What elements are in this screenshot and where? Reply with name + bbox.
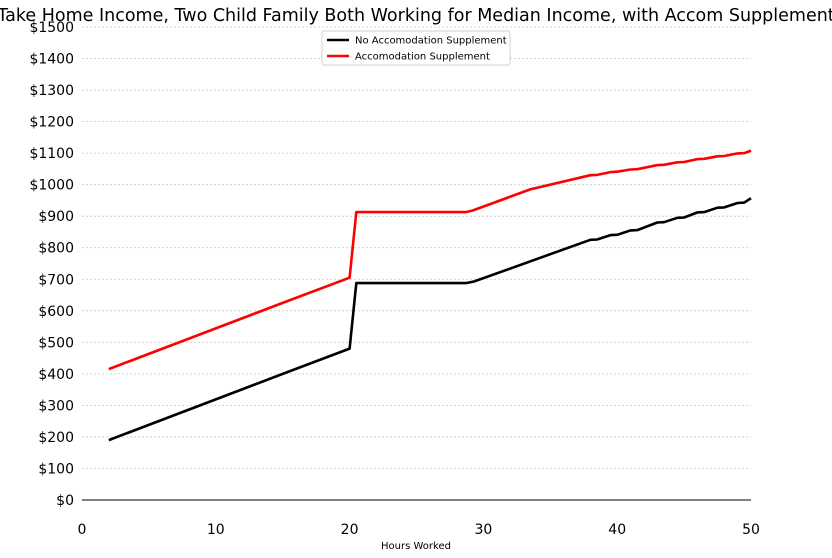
y-tick-label: $600 <box>38 304 74 320</box>
y-tick-label: $1400 <box>29 52 74 68</box>
y-tick-label: $1100 <box>29 146 74 162</box>
y-axis-ticks: $0 $100 $200 $300 $400 $500 $600 $700 $800 $900 $1… <box>29 20 74 509</box>
x-tick-label: 10 <box>207 522 225 538</box>
x-tick-label: 30 <box>474 522 492 538</box>
y-tick-label: $500 <box>38 335 74 351</box>
y-tick-label: $1500 <box>29 20 74 36</box>
y-tick-label: $300 <box>38 398 74 414</box>
series-lines <box>108 149 752 442</box>
x-axis-ticks: 0 10 20 30 40 50 <box>78 522 760 538</box>
legend-label: Accomodation Supplement <box>355 52 490 63</box>
y-tick-label: $700 <box>38 272 74 288</box>
gridlines <box>82 26 751 469</box>
series-line-1 <box>108 197 752 442</box>
y-tick-label: $100 <box>38 461 74 477</box>
x-tick-label: 40 <box>608 522 626 538</box>
x-tick-label: 0 <box>78 522 87 538</box>
y-tick-label: $1300 <box>29 83 74 99</box>
x-axis-label: Hours Worked <box>381 541 451 552</box>
y-tick-label: $400 <box>38 367 74 383</box>
legend-label: No Accomodation Supplement <box>355 36 507 47</box>
chart-title: Take Home Income, Two Child Family Both … <box>0 6 832 26</box>
y-tick-label: $1200 <box>29 115 74 131</box>
y-tick-label: $800 <box>38 241 74 257</box>
legend: No Accomodation Supplement Accomodation S… <box>321 30 511 66</box>
x-tick-label: 50 <box>742 522 760 538</box>
legend-box <box>321 30 511 66</box>
x-tick-label: 20 <box>341 522 359 538</box>
y-tick-label: $0 <box>56 493 74 509</box>
series-line-2 <box>108 149 752 371</box>
y-tick-label: $200 <box>38 430 74 446</box>
y-tick-label: $1000 <box>29 178 74 194</box>
y-tick-label: $900 <box>38 209 74 225</box>
